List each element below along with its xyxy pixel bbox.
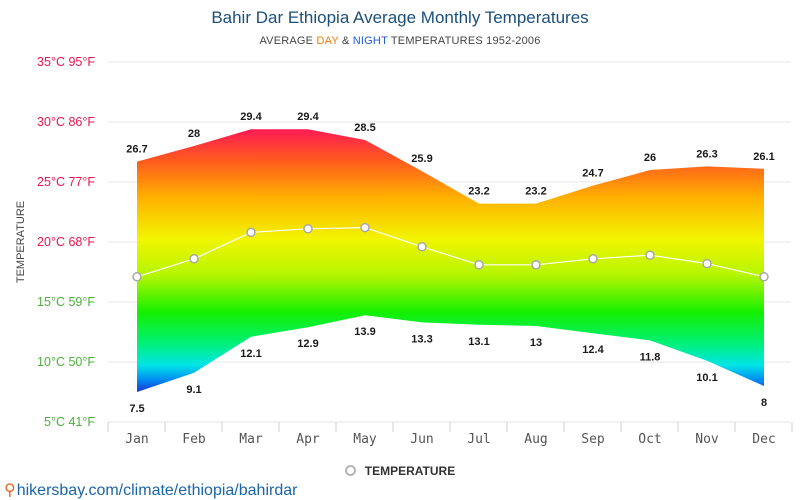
x-tick-label: Nov — [695, 432, 719, 447]
legend[interactable]: TEMPERATURE — [0, 464, 800, 478]
x-tick-label: Sep — [581, 432, 605, 447]
night-value-label: 10.1 — [696, 372, 717, 384]
day-value-label: 26.1 — [753, 151, 774, 163]
day-value-label: 28.5 — [354, 122, 375, 134]
subtitle-night: NIGHT — [352, 35, 388, 47]
day-value-label: 26 — [644, 152, 656, 164]
night-value-label: 13.3 — [411, 333, 432, 345]
y-tick-label: 5°C 41°F — [44, 415, 95, 429]
avg-point[interactable] — [588, 254, 598, 264]
day-value-label: 26.3 — [696, 148, 717, 160]
x-tick-label: Jul — [467, 432, 490, 447]
y-tick-label: 30°C 86°F — [37, 115, 95, 129]
chart-title: Bahir Dar Ethiopia Average Monthly Tempe… — [211, 8, 589, 27]
chart-subtitle: AVERAGE DAY & NIGHT TEMPERATURES 1952-20… — [0, 35, 800, 47]
y-tick-label: 35°C 95°F — [37, 55, 95, 69]
night-value-label: 12.4 — [582, 344, 604, 356]
day-value-label: 26.7 — [126, 144, 147, 156]
y-tick-label: 20°C 68°F — [37, 235, 95, 249]
y-tick-label: 15°C 59°F — [37, 295, 95, 309]
avg-point[interactable] — [417, 242, 427, 252]
x-tick-label: Dec — [752, 432, 775, 447]
day-value-label: 29.4 — [297, 111, 319, 123]
night-value-label: 7.5 — [129, 403, 144, 415]
source-url: hikersbay.com/climate/ethiopia/bahirdar — [16, 482, 298, 499]
x-tick-label: Aug — [524, 432, 547, 447]
avg-point[interactable] — [645, 250, 655, 260]
day-value-label: 28 — [188, 128, 200, 140]
day-value-label: 24.7 — [582, 168, 603, 180]
night-value-label: 9.1 — [186, 384, 201, 396]
location-pin-icon: ⚲ — [4, 482, 16, 499]
legend-marker-icon — [344, 465, 356, 476]
x-tick-label: Apr — [296, 432, 320, 447]
night-value-label: 12.1 — [240, 348, 261, 360]
avg-point[interactable] — [246, 227, 256, 238]
night-value-label: 12.9 — [297, 338, 318, 350]
day-value-label: 29.4 — [240, 111, 262, 123]
subtitle-prefix: AVERAGE — [259, 35, 314, 47]
subtitle-suffix: TEMPERATURES 1952-2006 — [390, 35, 541, 47]
day-value-label: 23.2 — [468, 186, 489, 198]
avg-point[interactable] — [360, 222, 370, 233]
day-night-area — [137, 129, 764, 392]
y-tick-label: 10°C 50°F — [37, 355, 95, 369]
x-tick-label: Jun — [410, 432, 433, 447]
x-tick-label: Jan — [125, 432, 148, 447]
day-value-label: 25.9 — [411, 153, 432, 165]
y-tick-label: 25°C 77°F — [37, 175, 95, 189]
temperature-band — [137, 129, 764, 392]
avg-line — [136, 226, 765, 278]
avg-point[interactable] — [474, 260, 484, 270]
x-tick-label: May — [353, 432, 377, 447]
subtitle-day: DAY — [316, 35, 339, 47]
average-temperature-line — [132, 222, 769, 282]
night-value-label: 13.9 — [354, 326, 375, 338]
night-value-label: 11.8 — [640, 351, 661, 363]
avg-point[interactable] — [303, 224, 313, 234]
avg-point[interactable] — [531, 260, 541, 270]
x-tick-label: Mar — [239, 432, 263, 447]
x-tick-label: Oct — [638, 432, 661, 447]
avg-point[interactable] — [132, 272, 142, 282]
x-tick-label: Feb — [182, 432, 206, 447]
avg-point[interactable] — [759, 272, 769, 282]
avg-point[interactable] — [189, 254, 199, 264]
data-labels: 26.7 28 29.4 29.4 28.5 25.9 23.2 23.2 24.7 26 26.3… — [126, 111, 774, 415]
y-axis-title: TEMPERATURE — [15, 201, 27, 283]
night-value-label: 13.1 — [468, 336, 489, 348]
source-link[interactable]: ⚲hikersbay.com/climate/ethiopia/bahirdar — [4, 480, 297, 500]
night-value-label: 8 — [761, 397, 767, 409]
axes: 35°C 95°F 30°C 86°F 25°C 77°F 20°C 68°F 15°C… — [15, 55, 776, 447]
subtitle-amp: & — [341, 35, 350, 47]
avg-point[interactable] — [702, 258, 712, 269]
night-value-label: 13 — [530, 337, 542, 349]
legend-label: TEMPERATURE — [364, 464, 456, 478]
day-value-label: 23.2 — [525, 186, 546, 198]
